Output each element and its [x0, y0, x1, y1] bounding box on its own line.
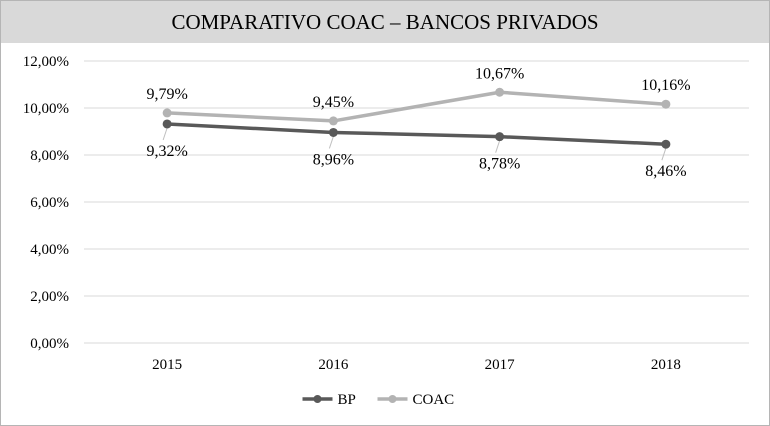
y-tick-label: 12,00% [23, 54, 69, 70]
y-tick-label: 6,00% [30, 195, 69, 211]
y-tick-label: 4,00% [30, 242, 69, 258]
x-tick-label: 2018 [651, 357, 681, 373]
label-leader-line [495, 140, 501, 153]
label-leader-line [162, 127, 168, 141]
y-tick-label: 10,00% [23, 101, 69, 117]
label-leader-line [661, 148, 667, 161]
data-point-bp [162, 119, 172, 129]
y-tick-label: 0,00% [30, 336, 69, 352]
data-point-bp [495, 132, 505, 142]
data-label-bp: 8,96% [313, 151, 354, 168]
x-tick-label: 2016 [318, 357, 349, 373]
data-point-coac [661, 99, 671, 109]
data-point-bp [661, 139, 671, 149]
y-tick-label: 8,00% [30, 148, 69, 164]
data-label-coac: 10,67% [475, 65, 524, 82]
data-label-coac: 10,16% [641, 77, 690, 94]
data-label-bp: 9,32% [146, 143, 187, 160]
data-label-coac: 9,79% [146, 86, 187, 103]
label-leader-line [328, 136, 334, 149]
data-label-coac: 9,45% [313, 94, 354, 111]
data-point-coac [495, 87, 505, 97]
legend-label-coac: COAC [413, 392, 455, 408]
y-tick-label: 2,00% [30, 289, 69, 305]
x-tick-label: 2017 [485, 357, 516, 373]
data-point-coac [162, 108, 172, 118]
series-line-coac [165, 90, 668, 123]
legend-marker-bp [313, 395, 322, 403]
data-label-bp: 8,78% [479, 156, 520, 173]
x-tick-label: 2015 [152, 357, 182, 373]
legend-marker-coac [388, 395, 397, 403]
data-point-bp [328, 127, 338, 137]
data-point-coac [328, 116, 338, 126]
series-line-bp [165, 122, 668, 146]
chart-title: COMPARATIVO COAC – BANCOS PRIVADOS [1, 1, 769, 43]
legend-label-bp: BP [338, 392, 356, 408]
data-label-bp: 8,46% [645, 163, 686, 180]
